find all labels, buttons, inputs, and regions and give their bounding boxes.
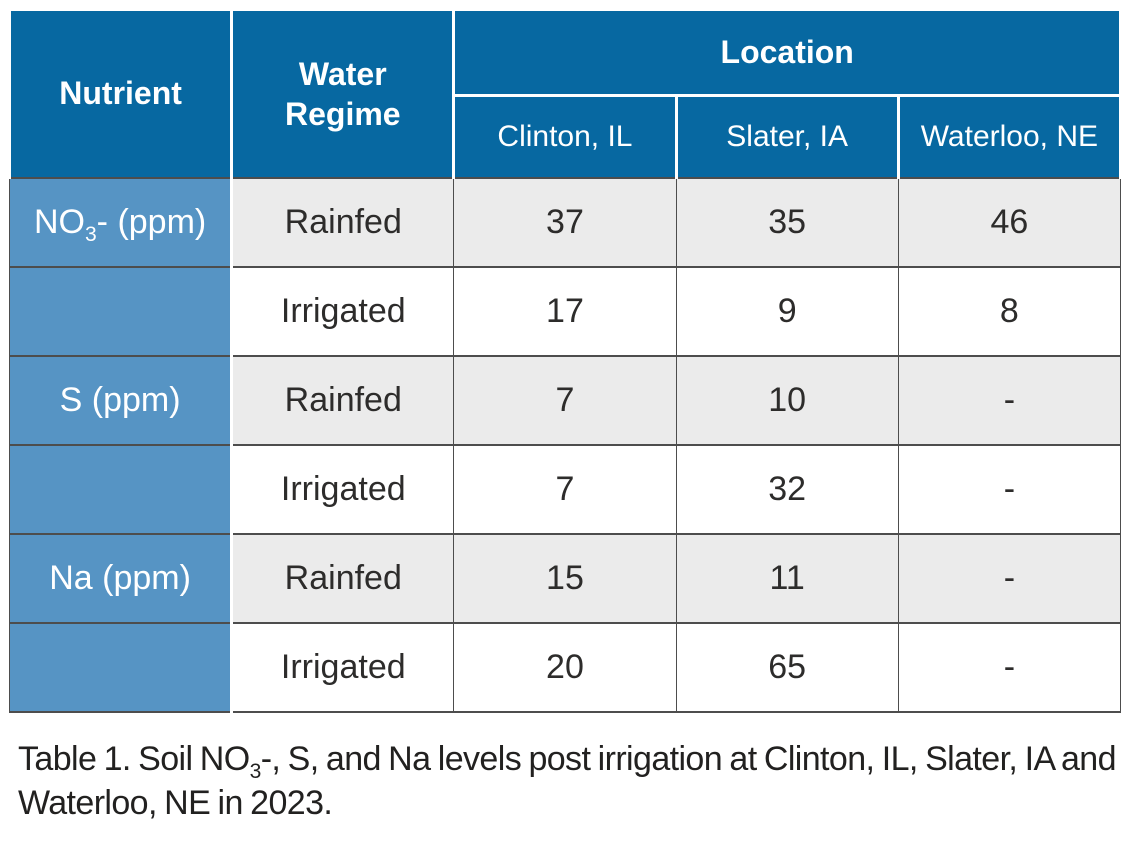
table-row: S (ppm) Rainfed 7 10 - bbox=[8, 354, 1122, 446]
caption-text: Table 1. Soil NO bbox=[18, 739, 250, 778]
header-water-regime: Water Regime bbox=[230, 8, 456, 178]
table-caption: Table 1. Soil NO3-, S, and Na levels pos… bbox=[18, 737, 1118, 827]
nutrient-label: S (ppm) bbox=[59, 380, 181, 419]
nutrient-label-suffix: - (ppm) bbox=[96, 202, 207, 241]
header-location-waterloo: Waterloo, NE bbox=[896, 94, 1123, 178]
table-row: Irrigated 20 65 - bbox=[8, 621, 1122, 713]
nutrient-cell bbox=[8, 443, 234, 535]
value-cell: 7 bbox=[453, 443, 677, 535]
header-water-regime-label: Water Regime bbox=[284, 55, 401, 132]
regime-cell: Irrigated bbox=[231, 621, 455, 713]
value-cell: 46 bbox=[897, 176, 1122, 268]
nutrient-label: NO bbox=[33, 202, 85, 241]
nutrient-cell: Na (ppm) bbox=[8, 532, 234, 624]
table-header: Nutrient Water Regime Location Clinton, … bbox=[7, 8, 1123, 178]
value-cell: 7 bbox=[453, 354, 677, 446]
page: Nutrient Water Regime Location Clinton, … bbox=[7, 8, 1123, 827]
table-row: Irrigated 17 9 8 bbox=[8, 265, 1122, 357]
value-cell: 32 bbox=[675, 443, 899, 535]
value-cell: 15 bbox=[453, 532, 677, 624]
header-row-top: Nutrient Water Regime Location bbox=[7, 8, 1122, 178]
value-cell: 11 bbox=[675, 532, 899, 624]
table-row: Irrigated 7 32 - bbox=[8, 443, 1122, 535]
value-cell: 37 bbox=[453, 176, 677, 268]
regime-cell: Irrigated bbox=[231, 265, 455, 357]
table-body: NO3- (ppm) Rainfed 37 35 46 Irrigated 17… bbox=[8, 176, 1122, 713]
value-cell: 65 bbox=[675, 621, 899, 713]
table-row: NO3- (ppm) Rainfed 37 35 46 bbox=[8, 176, 1122, 268]
regime-cell: Rainfed bbox=[231, 354, 455, 446]
value-cell: 9 bbox=[675, 265, 899, 357]
regime-cell: Irrigated bbox=[231, 443, 455, 535]
header-location: Location bbox=[452, 8, 1122, 97]
header-nutrient: Nutrient bbox=[7, 8, 234, 178]
nutrient-cell bbox=[8, 265, 234, 357]
value-cell: - bbox=[897, 621, 1122, 713]
caption-subscript: 3 bbox=[249, 759, 262, 783]
table-row: Na (ppm) Rainfed 15 11 - bbox=[8, 532, 1122, 624]
regime-cell: Rainfed bbox=[231, 176, 455, 268]
nutrient-subscript: 3 bbox=[84, 222, 97, 246]
value-cell: - bbox=[897, 532, 1122, 624]
header-location-slater: Slater, IA bbox=[674, 94, 900, 178]
value-cell: - bbox=[897, 354, 1122, 446]
nutrient-cell bbox=[8, 621, 234, 713]
header-row-locations: Clinton, IL Slater, IA Waterloo, NE bbox=[10, 94, 1123, 178]
soil-nutrient-table: Nutrient Water Regime Location Clinton, … bbox=[7, 8, 1123, 713]
value-cell: 10 bbox=[675, 354, 899, 446]
nutrient-cell: S (ppm) bbox=[8, 354, 234, 446]
caption-text-suffix: -, S, and Na levels post irrigation at C… bbox=[18, 739, 1117, 823]
nutrient-cell: NO3- (ppm) bbox=[8, 176, 234, 268]
header-location-clinton: Clinton, IL bbox=[452, 94, 678, 178]
value-cell: 20 bbox=[453, 621, 677, 713]
value-cell: - bbox=[897, 443, 1122, 535]
value-cell: 8 bbox=[897, 265, 1122, 357]
nutrient-label: Na (ppm) bbox=[49, 558, 191, 597]
value-cell: 35 bbox=[675, 176, 899, 268]
regime-cell: Rainfed bbox=[231, 532, 455, 624]
value-cell: 17 bbox=[453, 265, 677, 357]
